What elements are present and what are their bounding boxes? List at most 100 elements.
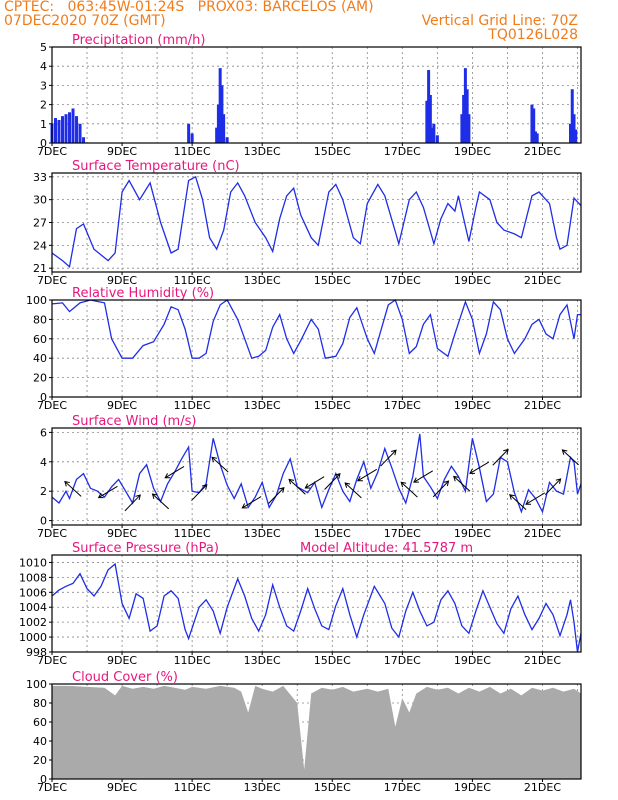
x-tick-label: 7DEC [37,145,67,158]
precip-bar [222,114,226,143]
y-tick-label: 80 [33,313,47,326]
y-tick-label: 2 [40,485,47,498]
x-tick-label: 7DEC [37,781,67,794]
x-tick-label: 11DEC [174,399,211,412]
wind-arrow [509,494,527,511]
y-tick-label: 5 [40,41,47,54]
y-tick-label: 60 [33,333,47,346]
precip-bar [467,114,471,143]
x-tick-label: 13DEC [244,399,281,412]
x-tick-label: 13DEC [244,781,281,794]
wind-arrow-head [97,492,104,499]
wind-arrow-head [164,473,171,479]
precip-bar [57,119,61,143]
wind-arrow [432,480,449,498]
precip-bar [61,116,65,143]
x-tick-label: 17DEC [384,399,421,412]
y-tick-label: 24 [33,239,47,252]
precip-bar [530,104,534,143]
series-line [51,175,582,268]
series-line [51,298,581,359]
header-run-date: 07DEC2020 70Z (GMT) [4,13,166,29]
x-tick-label: 21DEC [524,399,561,412]
y-tick-label: 40 [33,735,47,748]
precip-bar [82,137,86,143]
precip-bar [460,114,464,143]
precip-bar [463,68,467,143]
precip-bar [465,89,469,143]
y-tick-label: 2 [40,99,47,112]
panel-frame [51,46,582,144]
x-tick-label: 9DEC [107,145,137,158]
wind-arrow-head [135,494,141,501]
x-tick-label: 21DEC [524,527,561,540]
wind-arrow [191,484,208,501]
x-tick-label: 9DEC [107,654,137,667]
wind-arrow-head [304,483,311,489]
wind-arrow-head [151,493,158,499]
precip-bar [570,89,574,143]
wind-arrow [492,449,509,466]
wind-arrow [124,494,141,512]
wind-arrow-head [334,473,341,479]
x-tick-label: 7DEC [37,654,67,667]
y-tick-label: 6 [40,426,47,439]
panel-title: Precipitation (mm/h) [72,33,205,48]
y-tick-label: 0 [40,391,47,404]
wind-arrow [64,481,82,497]
x-tick-label: 19DEC [454,781,491,794]
wind-arrow-head [391,449,397,456]
y-tick-label: 33 [33,171,47,184]
header-station: CPTEC: 063:45W-01:24S PROX03: BARCELOS (… [4,0,374,15]
precip-bar [216,104,220,143]
panel-frame [51,427,582,526]
x-tick-label: 19DEC [454,274,491,287]
precip-bar [225,137,229,143]
precip-bar [435,135,439,143]
x-tick-label: 21DEC [524,145,561,158]
panel-frame [51,299,582,398]
wind-arrow [305,476,325,489]
wind-arrow [469,461,490,474]
x-tick-label: 7DEC [37,399,67,412]
x-tick-label: 13DEC [244,654,281,667]
x-tick-label: 13DEC [244,274,281,287]
panel-title: Surface Temperature (nC) [72,159,240,174]
precip-bar [428,95,432,143]
y-tick-label: 1010 [19,556,47,569]
panel-frame [51,683,582,780]
wind-arrow-head [201,484,208,490]
panel-title: Surface Wind (m/s) [72,414,196,429]
wind-arrow-head [555,478,562,484]
wind-arrow [453,476,471,492]
y-tick-label: 100 [26,294,47,307]
wind-arrow [400,481,418,498]
y-tick-label: 30 [33,194,47,207]
x-tick-label: 15DEC [314,145,351,158]
x-tick-label: 19DEC [454,399,491,412]
y-tick-label: 0 [40,137,47,150]
panel-frame [51,554,582,653]
x-tick-label: 21DEC [524,274,561,287]
wind-arrow-head [469,468,475,474]
x-tick-label: 9DEC [107,274,137,287]
wind-arrow-head [443,480,450,487]
x-tick-label: 21DEC [524,654,561,667]
y-tick-label: 998 [26,646,47,659]
x-tick-label: 11DEC [174,527,211,540]
header-model-id: TQ0126L028 [488,27,578,43]
x-tick-label: 15DEC [314,399,351,412]
wind-arrow [164,465,185,479]
x-tick-label: 11DEC [174,654,211,667]
wind-arrow-head [561,449,568,455]
y-tick-label: 21 [33,262,47,275]
wind-arrow [357,468,377,482]
x-tick-label: 19DEC [454,654,491,667]
x-tick-label: 15DEC [314,527,351,540]
y-tick-label: 3 [40,79,47,92]
y-tick-label: 1008 [19,571,47,584]
wind-arrow-head [453,475,459,482]
y-tick-label: 80 [33,697,47,710]
precip-bar [430,127,434,143]
y-tick-label: 1000 [19,631,47,644]
